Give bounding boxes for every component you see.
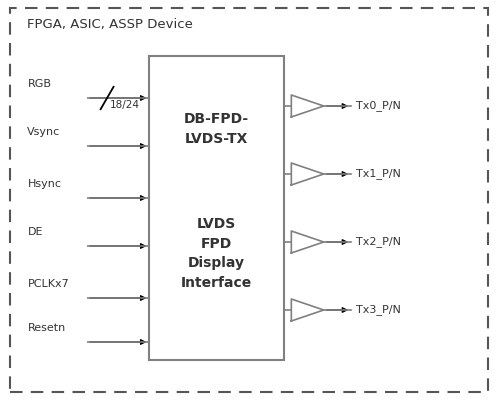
Text: LVDS
FPD
Display
Interface: LVDS FPD Display Interface [181, 217, 252, 290]
Text: DE: DE [27, 227, 43, 237]
Text: Tx2_P/N: Tx2_P/N [356, 236, 401, 248]
Text: Tx3_P/N: Tx3_P/N [356, 304, 401, 316]
Text: Vsync: Vsync [27, 127, 61, 137]
Bar [149, 56, 284, 360]
Text: PCLKx7: PCLKx7 [27, 279, 69, 289]
Text: Tx0_P/N: Tx0_P/N [356, 100, 401, 112]
Text: 18/24: 18/24 [110, 100, 139, 110]
Text: DB-FPD-
LVDS-TX: DB-FPD- LVDS-TX [184, 112, 249, 146]
Text: Resetn: Resetn [27, 323, 66, 333]
Text: Tx1_P/N: Tx1_P/N [356, 168, 401, 180]
Text: RGB: RGB [27, 79, 51, 89]
Text: Hsync: Hsync [27, 179, 61, 189]
Text: FPGA, ASIC, ASSP Device: FPGA, ASIC, ASSP Device [27, 18, 193, 31]
